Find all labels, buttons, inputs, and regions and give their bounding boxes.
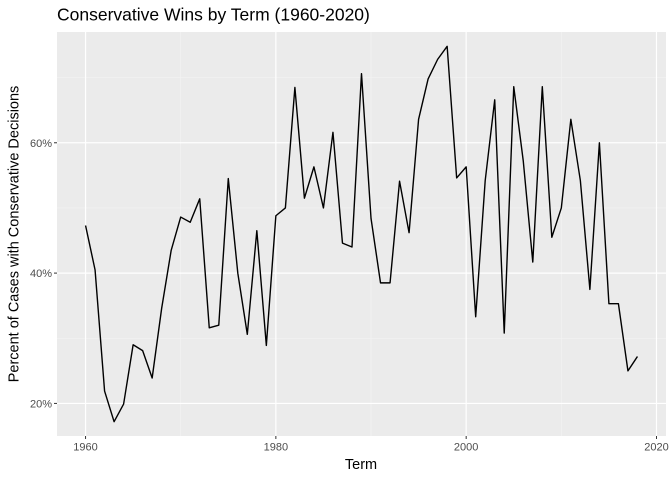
- y-axis-title: Percent of Cases with Conservative Decis…: [7, 86, 23, 383]
- x-axis: 1960 1980 2000 2020: [73, 436, 669, 454]
- x-tick-label: 1960: [73, 442, 97, 454]
- chart-title: Conservative Wins by Term (1960-2020): [57, 5, 370, 25]
- y-tick-label: 60%: [30, 138, 52, 150]
- plot-panel: [57, 32, 666, 436]
- x-axis-title: Term: [345, 457, 377, 473]
- series-layer: [84, 45, 639, 423]
- x-tick-label: 1980: [264, 442, 288, 454]
- x-tick-label: 2020: [644, 442, 668, 454]
- y-axis: 20% 40% 60%: [30, 138, 57, 410]
- y-tick-label: 20%: [30, 398, 52, 410]
- series-line: [84, 45, 639, 423]
- x-tick-label: 2000: [454, 442, 478, 454]
- y-tick-label: 40%: [30, 268, 52, 280]
